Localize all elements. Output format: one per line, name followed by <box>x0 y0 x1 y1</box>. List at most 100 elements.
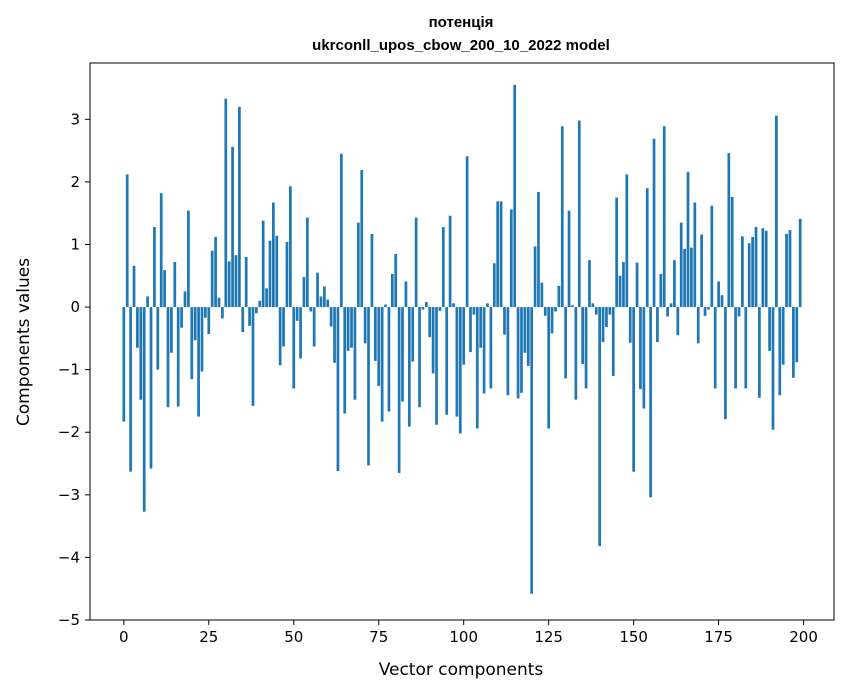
bar-77 <box>384 304 387 308</box>
bar-59 <box>322 286 326 308</box>
x-tick-label: 175 <box>704 628 733 646</box>
bar-57 <box>316 272 319 308</box>
bar-182 <box>741 236 744 308</box>
bar-24 <box>204 307 207 318</box>
y-tick-label: −2 <box>58 423 80 441</box>
bar-78 <box>387 307 391 412</box>
bar-26 <box>210 250 214 308</box>
bar-17 <box>180 307 183 328</box>
bar-176 <box>720 295 724 308</box>
bar-30 <box>224 98 228 308</box>
bar-99 <box>458 307 462 434</box>
x-tick-label: 50 <box>284 628 303 646</box>
bar-89 <box>424 302 428 308</box>
bar-108 <box>489 307 493 389</box>
x-tick-label: 75 <box>369 628 388 646</box>
bar-170 <box>700 234 703 308</box>
bar-131 <box>567 210 571 308</box>
bar-4 <box>136 307 139 348</box>
bar-133 <box>574 307 578 400</box>
bar-13 <box>166 307 170 408</box>
x-tick-label: 0 <box>119 628 129 646</box>
bar-20 <box>190 307 194 380</box>
bar-38 <box>251 307 255 406</box>
bar-122 <box>537 191 540 308</box>
x-tick-label: 100 <box>449 628 478 646</box>
bar-137 <box>588 260 591 308</box>
bar-110 <box>496 201 500 308</box>
bar-9 <box>153 226 156 308</box>
chart-title-line1: потенція <box>429 14 494 31</box>
bar-1 <box>125 174 129 308</box>
bar-154 <box>645 188 649 308</box>
bar-96 <box>448 215 452 308</box>
bar-48 <box>285 241 289 308</box>
bar-42 <box>265 288 268 308</box>
bar-199 <box>798 218 802 308</box>
bar-117 <box>520 307 523 393</box>
y-axis-ticks: −5 −4 −3 −2 −1 0 1 2 3 <box>58 110 90 629</box>
bar-86 <box>414 217 418 308</box>
bar-5 <box>139 307 143 400</box>
bar-51 <box>295 307 299 321</box>
bar-69 <box>356 222 360 308</box>
bar-71 <box>363 307 367 344</box>
bar-91 <box>431 307 435 374</box>
bar-143 <box>608 307 612 315</box>
bar-113 <box>506 307 510 396</box>
bar-97 <box>452 303 455 308</box>
bar-18 <box>183 291 187 308</box>
bar-61 <box>329 307 333 327</box>
bar-45 <box>275 235 279 308</box>
bar-72 <box>367 307 370 466</box>
bar-31 <box>227 261 231 308</box>
bar-47 <box>282 307 285 347</box>
bar-37 <box>248 307 251 326</box>
y-tick-label: −3 <box>58 486 80 504</box>
bar-82 <box>401 307 404 402</box>
bar-115 <box>513 84 517 308</box>
bar-151 <box>635 262 639 308</box>
bar-70 <box>360 170 364 308</box>
bar-157 <box>656 307 659 343</box>
bar-19 <box>187 210 190 308</box>
x-tick-label: 125 <box>534 628 563 646</box>
bar-132 <box>571 305 574 308</box>
bar-186 <box>754 226 758 308</box>
bar-193 <box>778 307 782 396</box>
bar-163 <box>676 307 680 336</box>
bar-106 <box>482 307 486 394</box>
bar-134 <box>577 120 581 308</box>
bar-74 <box>373 307 377 361</box>
bar-142 <box>605 307 608 328</box>
bar-195 <box>785 233 788 308</box>
bar-198 <box>795 307 799 363</box>
bar-22 <box>197 307 200 417</box>
x-axis-ticks: 0 25 50 75 100 125 150 175 200 <box>119 620 818 646</box>
bar-95 <box>445 307 449 415</box>
bar-40 <box>258 300 262 308</box>
bar-36 <box>244 257 248 308</box>
bar-174 <box>713 307 717 389</box>
bar-56 <box>312 307 316 347</box>
chart-title-line2: ukrconll_upos_cbow_200_10_2022 model <box>312 37 610 54</box>
bar-41 <box>261 220 265 308</box>
y-tick-label: 2 <box>70 173 80 191</box>
bar-92 <box>435 307 438 425</box>
bar-107 <box>486 303 489 308</box>
bar-29 <box>221 307 224 319</box>
bar-34 <box>238 106 241 308</box>
plot-frame <box>89 62 835 621</box>
bar-87 <box>418 307 421 408</box>
bar-188 <box>761 228 765 308</box>
y-tick-label: −5 <box>58 611 80 629</box>
bar-153 <box>642 307 646 409</box>
bar-32 <box>231 146 234 308</box>
bar-148 <box>625 174 629 308</box>
bar-124 <box>543 307 547 316</box>
bar-116 <box>516 307 520 399</box>
bar-185 <box>751 236 754 308</box>
bar-62 <box>333 307 336 363</box>
bar-123 <box>540 282 544 308</box>
